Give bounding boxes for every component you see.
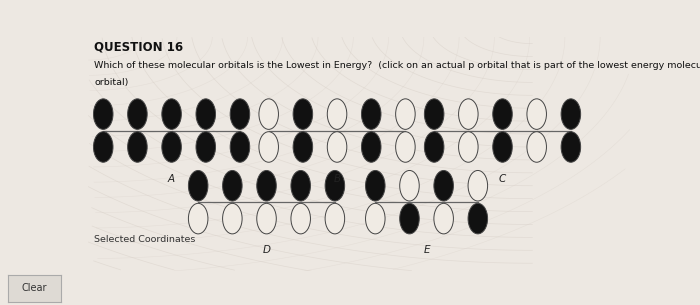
Ellipse shape xyxy=(196,99,216,129)
Ellipse shape xyxy=(94,132,113,162)
Ellipse shape xyxy=(434,203,454,234)
Ellipse shape xyxy=(188,170,208,201)
Ellipse shape xyxy=(230,132,250,162)
Ellipse shape xyxy=(127,132,147,162)
Ellipse shape xyxy=(493,132,512,162)
Ellipse shape xyxy=(424,132,444,162)
Ellipse shape xyxy=(361,99,381,129)
Ellipse shape xyxy=(257,203,276,234)
Ellipse shape xyxy=(434,170,454,201)
Ellipse shape xyxy=(259,99,279,129)
Ellipse shape xyxy=(257,170,276,201)
Text: QUESTION 16: QUESTION 16 xyxy=(94,40,183,53)
Ellipse shape xyxy=(291,170,311,201)
Ellipse shape xyxy=(162,99,181,129)
Ellipse shape xyxy=(162,132,181,162)
Ellipse shape xyxy=(223,203,242,234)
Text: Selected Coordinates: Selected Coordinates xyxy=(94,235,195,244)
Ellipse shape xyxy=(424,99,444,129)
Ellipse shape xyxy=(395,132,415,162)
Ellipse shape xyxy=(188,203,208,234)
Ellipse shape xyxy=(365,203,385,234)
Ellipse shape xyxy=(493,99,512,129)
Ellipse shape xyxy=(400,170,419,201)
Ellipse shape xyxy=(328,132,346,162)
Text: Clear: Clear xyxy=(22,283,48,293)
Text: orbital): orbital) xyxy=(94,78,128,87)
Ellipse shape xyxy=(458,99,478,129)
Text: Which of these molecular orbitals is the Lowest in Energy?  (click on an actual : Which of these molecular orbitals is the… xyxy=(94,61,700,70)
Ellipse shape xyxy=(328,99,346,129)
Ellipse shape xyxy=(527,132,547,162)
Text: D: D xyxy=(262,245,270,255)
Ellipse shape xyxy=(400,203,419,234)
Ellipse shape xyxy=(259,132,279,162)
Ellipse shape xyxy=(196,132,216,162)
Ellipse shape xyxy=(94,99,113,129)
Ellipse shape xyxy=(361,132,381,162)
Ellipse shape xyxy=(325,203,344,234)
Ellipse shape xyxy=(325,170,344,201)
Ellipse shape xyxy=(293,132,313,162)
Ellipse shape xyxy=(230,99,250,129)
Text: E: E xyxy=(424,245,430,255)
Ellipse shape xyxy=(561,132,580,162)
Ellipse shape xyxy=(468,170,488,201)
Ellipse shape xyxy=(365,170,385,201)
Ellipse shape xyxy=(468,203,488,234)
Ellipse shape xyxy=(395,99,415,129)
Text: C: C xyxy=(499,174,506,184)
Ellipse shape xyxy=(127,99,147,129)
Ellipse shape xyxy=(223,170,242,201)
Ellipse shape xyxy=(527,99,547,129)
Ellipse shape xyxy=(561,99,580,129)
Text: A: A xyxy=(168,174,175,184)
Ellipse shape xyxy=(291,203,311,234)
Ellipse shape xyxy=(293,99,313,129)
Ellipse shape xyxy=(458,132,478,162)
Text: B: B xyxy=(333,174,341,184)
